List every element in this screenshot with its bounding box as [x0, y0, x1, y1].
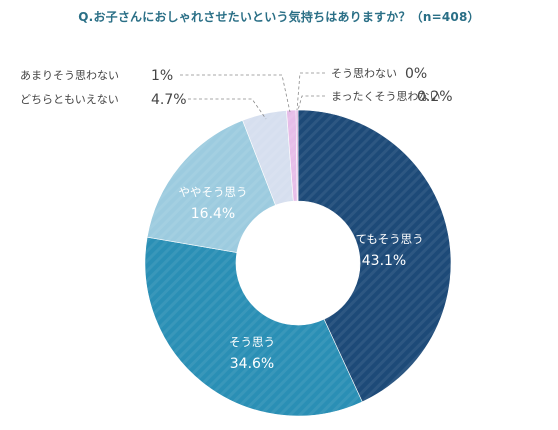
leader-line-6	[296, 72, 325, 111]
slice-texture-5	[296, 110, 298, 202]
outside-value-5: 0.2%	[417, 89, 453, 105]
slice-label-0: とてもそう思う	[344, 232, 423, 246]
leader-line-3	[188, 98, 267, 120]
chart-title: Q.お子さんにおしゃれさせたいという気持ちはありますか？（n=408）	[78, 10, 480, 24]
slice-value-0: 43.1%	[362, 253, 406, 269]
outside-value-4: 1%	[151, 68, 173, 84]
slice-texture-2	[147, 120, 276, 253]
slice-texture-1	[145, 237, 363, 416]
outside-label-3: どちらともいえない	[20, 93, 119, 106]
outside-label-6: そう思わない	[331, 67, 397, 80]
slice-label-2: ややそう思う	[179, 185, 248, 199]
slice-value-1: 34.6%	[230, 356, 274, 372]
slice-value-2: 16.4%	[191, 206, 235, 222]
leader-line-4	[180, 74, 291, 113]
leader-line-5	[297, 95, 325, 111]
outside-value-3: 4.7%	[151, 92, 187, 108]
outside-label-5: まったくそう思わない	[331, 90, 441, 103]
slice-label-1: そう思う	[229, 335, 275, 349]
outside-value-6: 0%	[405, 66, 427, 82]
outside-label-4: あまりそう思わない	[20, 69, 119, 82]
slice-texture-4	[286, 110, 298, 202]
slice-texture-0	[298, 110, 452, 402]
slice-texture-3	[242, 110, 294, 206]
